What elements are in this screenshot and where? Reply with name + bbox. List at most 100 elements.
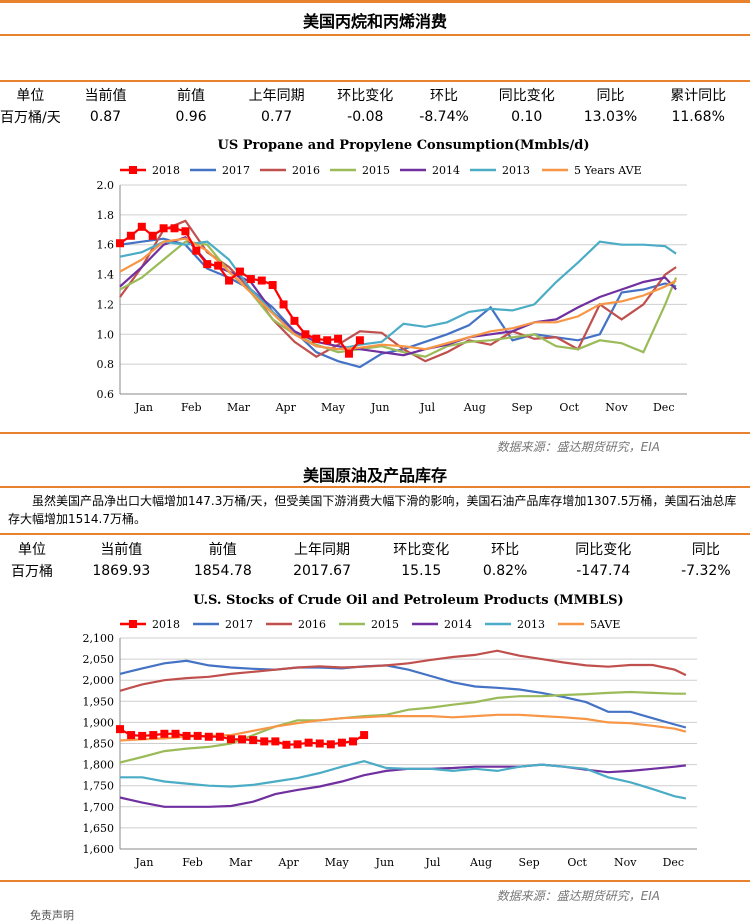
data-point-2018 [159, 224, 168, 233]
legend-item: 2016 [266, 618, 326, 631]
data-point-2018 [334, 334, 343, 343]
legend-item: 2015 [339, 618, 399, 631]
y-tick-label: 1,800 [83, 759, 115, 772]
metrics-value-row: 百万桶 1869.93 1854.78 2017.67 15.15 0.82% … [0, 560, 750, 582]
x-tick-label: Mar [227, 401, 251, 414]
legend-label: 2016 [298, 618, 326, 631]
x-tick-label: Oct [559, 401, 579, 414]
metric-value: 0.82% [482, 563, 528, 579]
data-point-2018 [137, 222, 146, 231]
x-tick-label: Mar [229, 856, 253, 869]
data-point-2018 [235, 267, 244, 276]
data-point-2018 [138, 731, 147, 740]
data-point-2018 [127, 731, 136, 740]
metric-value: 2017.67 [293, 563, 351, 579]
data-point-2018 [257, 276, 266, 285]
metric-value: -7.32% [681, 563, 731, 579]
legend-label: 5 Years AVE [574, 164, 642, 177]
data-point-2018 [204, 732, 213, 741]
data-point-2018 [193, 731, 202, 740]
legend-label: 2018 [152, 618, 180, 631]
legend-label: 2014 [432, 164, 460, 177]
metric-header: 前值 [208, 542, 237, 558]
legend-item: 2013 [485, 618, 545, 631]
x-tick-label: Jul [419, 401, 435, 414]
legend-label: 2016 [292, 164, 320, 177]
y-tick-label: 1,650 [83, 822, 115, 835]
metric-header: 同比变化 [498, 88, 555, 104]
legend-item: 2013 [470, 164, 530, 177]
y-tick-label: 1.8 [97, 209, 115, 222]
x-tick-label: Aug [469, 856, 492, 869]
metric-value: 百万桶 [10, 564, 53, 580]
section2-title-rule [0, 486, 750, 488]
data-point-2018 [260, 737, 269, 746]
series-line-2017 [119, 659, 687, 729]
x-tick-label: Jul [424, 856, 440, 869]
data-point-2018 [337, 738, 346, 747]
metric-value: -147.74 [576, 563, 631, 579]
y-tick-label: 0.8 [97, 358, 115, 371]
metric-value: 13.03% [583, 109, 638, 125]
metric-value: 11.68% [671, 109, 725, 125]
data-point-2018 [355, 336, 364, 345]
metric-value: 0.10 [511, 109, 543, 125]
y-tick-label: 1,850 [83, 738, 115, 751]
legend-label: 2014 [444, 618, 472, 631]
metric-value: 0.96 [175, 109, 207, 125]
data-point-2018 [181, 227, 190, 236]
metric-header: 上年同期 [248, 88, 305, 104]
data-point-2018 [182, 731, 191, 740]
data-point-2018 [326, 740, 335, 749]
series-line-2013 [119, 240, 677, 351]
series-line-5 Years AVE [119, 237, 677, 351]
data-point-2018 [271, 737, 280, 746]
data-point-2018 [312, 334, 321, 343]
data-point-2018 [226, 735, 235, 744]
data-point-2018 [360, 731, 369, 740]
legend-marker [129, 166, 137, 174]
x-tick-label: Nov [605, 401, 628, 414]
y-tick-label: 1.6 [97, 239, 115, 252]
section2-commentary: 虽然美国产品净出口大幅增加147.3万桶/天，但受美国下游消费大幅下滑的影响，美… [8, 494, 737, 526]
x-tick-label: Sep [519, 856, 540, 869]
series-line-2015 [119, 240, 678, 358]
series-line-2015 [119, 690, 686, 764]
legend-item: 2014 [400, 164, 460, 177]
data-point-2018 [215, 732, 224, 741]
metric-header: 环比 [430, 88, 459, 104]
metric-value: 百万桶/天 [0, 110, 61, 126]
x-tick-label: Apr [275, 401, 297, 414]
x-tick-label: Jun [370, 401, 390, 414]
legend-item: 2017 [193, 618, 253, 631]
chart-title: U.S. Stocks of Crude Oil and Petroleum P… [193, 593, 623, 608]
x-tick-label: Jan [134, 401, 153, 414]
chart-title: US Propane and Propylene Consumption(Mmb… [218, 138, 590, 153]
data-point-2018 [268, 281, 277, 290]
y-tick-label: 1,700 [83, 801, 115, 814]
metric-header: 上年同期 [294, 542, 351, 558]
x-tick-label: Dec [663, 856, 685, 869]
legend-item: 2016 [260, 164, 320, 177]
data-point-2018 [282, 740, 291, 749]
data-point-2018 [293, 740, 302, 749]
propane-consumption-chart: US Propane and Propylene Consumption(Mmb… [97, 138, 687, 414]
data-point-2018 [304, 738, 313, 747]
series-line-2014 [119, 236, 677, 357]
y-tick-label: 1,750 [83, 780, 115, 793]
x-tick-label: Oct [567, 856, 587, 869]
data-point-2018 [349, 737, 358, 746]
metric-value: 1869.93 [92, 563, 151, 579]
y-tick-label: 1.4 [97, 269, 115, 282]
x-tick-label: May [325, 856, 350, 869]
data-point-2018 [116, 239, 124, 248]
x-tick-label: Nov [614, 856, 637, 869]
x-tick-label: Dec [653, 401, 675, 414]
legend-label: 2018 [152, 164, 180, 177]
footer-disclaimer: 免责声明 [30, 909, 74, 922]
metric-value: 0.77 [261, 109, 293, 125]
metric-value: -0.08 [347, 109, 384, 125]
data-point-2018 [171, 729, 180, 738]
section1-title-rule [0, 34, 750, 36]
metric-value: 1854.78 [193, 563, 252, 579]
